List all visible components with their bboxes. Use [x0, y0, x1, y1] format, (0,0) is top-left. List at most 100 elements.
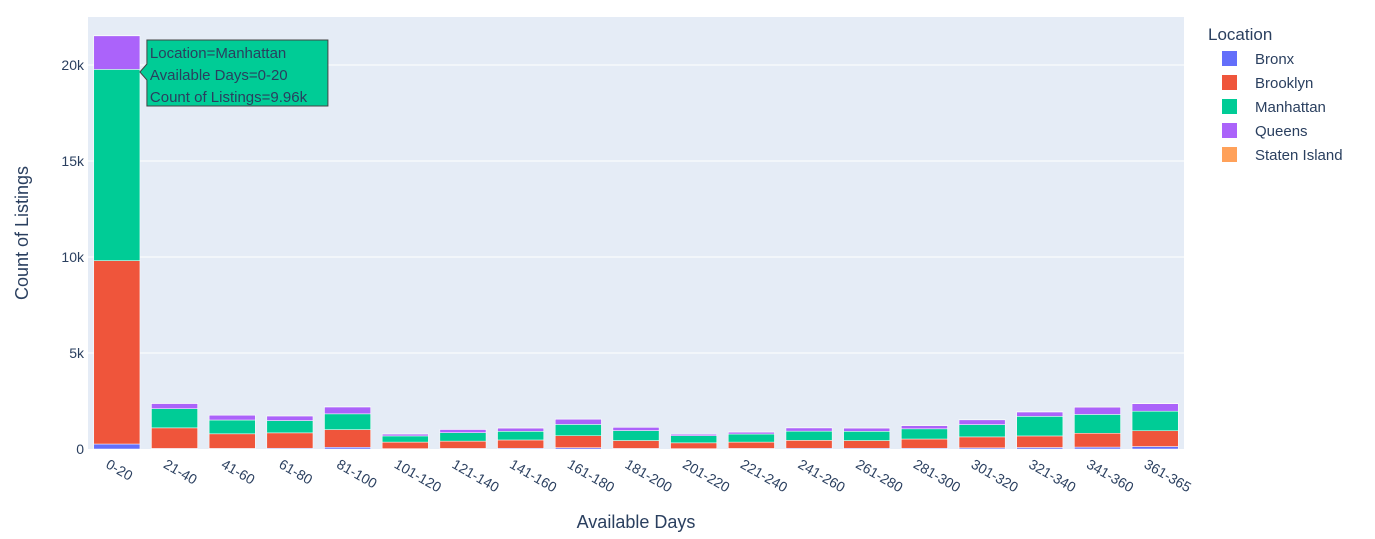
y-tick-label: 20k [61, 57, 85, 73]
bar-manhattan [785, 430, 833, 441]
bar-brooklyn [785, 440, 833, 449]
bar-queens [1016, 411, 1064, 417]
x-tick-label: 241-260 [796, 456, 849, 496]
bar-manhattan [670, 435, 718, 444]
bar-manhattan [612, 430, 660, 441]
bar-brooklyn [381, 441, 429, 449]
x-tick-label: 101-120 [392, 456, 445, 496]
x-tick-label: 181-200 [623, 456, 676, 496]
legend-label: Bronx [1255, 51, 1295, 68]
y-tick-label: 5k [69, 345, 85, 361]
x-tick-label: 221-240 [738, 456, 791, 496]
x-tick-label: 281-300 [911, 456, 964, 496]
legend-swatch [1222, 123, 1237, 138]
bar-manhattan [1016, 416, 1064, 437]
bar-brooklyn [1016, 435, 1064, 448]
bar-manhattan [151, 408, 198, 429]
x-tick-label: 321-340 [1026, 456, 1079, 496]
bar-manhattan [497, 431, 544, 441]
hover-tooltip: Location=Manhattan Available Days=0-20 Cou… [139, 39, 329, 107]
y-tick-label: 15k [61, 153, 85, 169]
bar-queens [785, 427, 833, 432]
x-tick-label: 21-40 [161, 456, 200, 488]
bar-bronx [93, 443, 141, 450]
legend-label: Queens [1255, 123, 1308, 140]
bars [93, 35, 1179, 450]
bar-manhattan [958, 424, 1006, 438]
bar-brooklyn [843, 440, 891, 449]
bar-manhattan [439, 432, 487, 442]
bar-brooklyn [208, 433, 256, 449]
y-tick-label: 10k [61, 249, 85, 265]
bar-brooklyn [324, 429, 371, 448]
bar-bronx [324, 447, 371, 450]
x-tick-label: 301-320 [969, 456, 1022, 496]
bar-brooklyn [612, 440, 660, 449]
legend-swatch [1222, 99, 1237, 114]
bar-brooklyn [958, 436, 1006, 449]
bar-queens [439, 429, 487, 433]
bar-manhattan [728, 433, 775, 443]
bar-queens [266, 415, 314, 421]
bar-brooklyn [266, 432, 314, 449]
bar-brooklyn [1131, 430, 1179, 447]
bar-bronx [1131, 446, 1179, 450]
legend-swatch [1222, 75, 1237, 90]
bar-brooklyn [151, 427, 198, 449]
x-axis-title: Available Days [577, 512, 696, 532]
bar-manhattan [324, 413, 371, 430]
bar-brooklyn [554, 435, 602, 448]
bar-queens [612, 427, 660, 431]
bar-brooklyn [901, 438, 948, 449]
bar-brooklyn [439, 440, 487, 449]
y-axis-ticks: 0 5k 10k 15k 20k [61, 57, 85, 457]
bar-manhattan [1131, 410, 1179, 432]
bar-brooklyn [1074, 433, 1121, 448]
bar-queens [554, 418, 602, 425]
bar-queens [1074, 406, 1121, 415]
tooltip-line: Count of Listings=9.96k [150, 89, 308, 106]
x-axis-ticks: 0-20 21-40 41-60 61-80 81-100 101-120 121-140 1… [103, 456, 1194, 496]
bar-manhattan [266, 420, 314, 434]
bar-queens [843, 427, 891, 432]
bar-manhattan [1074, 414, 1121, 434]
bar-manhattan [843, 431, 891, 441]
legend-label: Manhattan [1255, 99, 1326, 116]
legend-swatch [1222, 147, 1237, 162]
legend-title: Location [1208, 25, 1272, 44]
tooltip-line: Available Days=0-20 [150, 67, 288, 84]
bar-manhattan [93, 69, 141, 261]
x-tick-label: 81-100 [334, 456, 380, 492]
bar-queens [151, 403, 198, 409]
y-tick-label: 0 [76, 441, 84, 457]
x-tick-label: 0-20 [103, 456, 135, 484]
x-tick-label: 161-180 [565, 456, 618, 496]
bar-manhattan [901, 428, 948, 440]
y-axis-title: Count of Listings [12, 166, 32, 300]
bar-brooklyn [670, 442, 718, 449]
bar-manhattan [208, 419, 256, 435]
x-tick-label: 201-220 [680, 456, 733, 496]
bar-brooklyn [497, 439, 544, 449]
tooltip-line: Location=Manhattan [150, 45, 286, 62]
bar-brooklyn [93, 260, 141, 445]
tooltip-box [139, 39, 329, 107]
bar-queens [728, 431, 775, 435]
bar-queens [93, 35, 141, 70]
bar-queens [208, 414, 256, 421]
bar-queens [901, 425, 948, 430]
legend: Bronx Brooklyn Manhattan Queens Staten Islan… [1222, 51, 1343, 164]
x-tick-label: 61-80 [276, 456, 315, 488]
x-tick-label: 121-140 [449, 456, 502, 496]
bar-queens [958, 419, 1006, 425]
bar-manhattan [554, 424, 602, 437]
bar-manhattan [381, 435, 429, 443]
x-tick-label: 141-160 [507, 456, 560, 496]
x-tick-label: 261-280 [853, 456, 906, 496]
bar-queens [497, 427, 544, 432]
legend-label: Staten Island [1255, 147, 1343, 164]
bar-queens [324, 406, 371, 415]
bar-bronx [1074, 446, 1121, 450]
x-tick-label: 361-365 [1142, 456, 1195, 496]
legend-label: Brooklyn [1255, 75, 1313, 92]
